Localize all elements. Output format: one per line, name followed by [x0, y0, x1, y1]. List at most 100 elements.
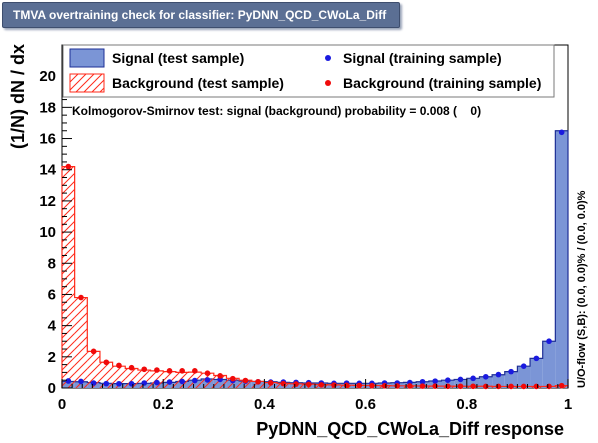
x-tick-label: 1 [564, 396, 572, 413]
y-axis-title: (1/N) dN / dx [8, 44, 28, 149]
background-test-bar [251, 381, 265, 388]
background-test-bar [137, 370, 151, 388]
background-training-point [558, 382, 565, 389]
background-training-point [482, 383, 489, 390]
signal-training-point [520, 363, 527, 369]
background-training-point [255, 378, 261, 385]
x-tick-label: 0 [58, 396, 66, 413]
x-tick-label: 0.6 [355, 396, 376, 413]
legend-background-training-marker [325, 80, 331, 86]
background-training-point [445, 383, 451, 390]
signal-training-point [445, 377, 451, 384]
signal-training-point [495, 371, 502, 378]
legend-signal-training-label: Signal (training sample) [343, 50, 502, 66]
background-training-point [407, 383, 413, 389]
legend-signal-training-marker [325, 55, 331, 61]
legend-box [62, 44, 555, 98]
background-training-point [229, 375, 236, 382]
background-test-bar [239, 380, 252, 388]
signal-training-point [179, 378, 185, 385]
signal-training-point [192, 377, 198, 384]
background-training-point [141, 366, 148, 373]
x-tick-label: 0.2 [153, 396, 174, 413]
legend: Signal (test sample) Signal (training sa… [62, 44, 555, 98]
background-training-point [356, 382, 363, 389]
legend-background-test-swatch [69, 73, 105, 93]
y-tick-label: 18 [39, 99, 56, 116]
y-tick-label: 4 [48, 318, 57, 335]
x-tick-label: 0.4 [254, 396, 276, 413]
signal-test-bar [542, 341, 556, 388]
signal-training-point [533, 355, 540, 362]
background-training-point [457, 383, 464, 390]
background-training-point [318, 382, 325, 388]
signal-training-point [558, 129, 565, 136]
signal-test-bar [504, 371, 518, 388]
background-training-point [179, 368, 185, 374]
signal-training-point [103, 380, 110, 387]
signal-training-point [432, 378, 438, 384]
y-tick-label: 8 [48, 255, 56, 272]
signal-training-point [546, 338, 552, 345]
signal-training-point [419, 378, 426, 385]
signal-training-point [508, 368, 514, 375]
legend-signal-test-swatch [69, 48, 105, 68]
y-tick-label: 6 [48, 286, 56, 303]
canvas-title: TMVA overtraining check for classifier: … [13, 8, 387, 22]
y-tick-label: 2 [48, 349, 56, 366]
y-tick-label: 14 [39, 162, 56, 179]
canvas-title-bar: TMVA overtraining check for classifier: … [2, 2, 400, 28]
background-training-point [369, 382, 375, 389]
background-training-point [154, 367, 160, 373]
signal-test-bar [492, 374, 505, 388]
background-test-bar [112, 366, 126, 388]
background-training-point [242, 377, 249, 384]
y-tick-label: 20 [39, 68, 56, 85]
background-test-bar [150, 370, 164, 388]
background-training-point [432, 383, 438, 389]
y-tick-label: 16 [39, 131, 56, 148]
background-training-point [508, 383, 514, 390]
signal-training-point [141, 380, 148, 386]
plot-frame [61, 44, 569, 389]
background-test-bar [74, 297, 88, 388]
background-training-point [267, 380, 274, 386]
background-test-outline [61, 166, 569, 388]
background-training-point [65, 163, 72, 170]
signal-test-bar [530, 358, 543, 388]
background-training-point [394, 383, 401, 389]
ks-test-annotation: Kolmogorov-Smirnov test: signal (backgro… [72, 104, 481, 118]
legend-background-training-label: Background (training sample) [343, 75, 541, 91]
signal-training-point [116, 380, 122, 387]
signal-test-bar [517, 366, 531, 388]
signal-training-point [204, 377, 211, 383]
background-training-point [546, 383, 552, 390]
background-training-point [331, 382, 337, 388]
background-training-point [533, 383, 540, 390]
signal-test-bar [466, 378, 480, 388]
signal-training-point [470, 375, 476, 382]
background-training-point [90, 348, 97, 355]
signal-training-point [457, 376, 464, 383]
background-training-point [470, 383, 476, 390]
legend-signal-test-label: Signal (test sample) [112, 50, 244, 66]
background-test-bar [87, 351, 100, 388]
x-axis-title: PyDNN_QCD_CWoLa_Diff response [256, 419, 564, 439]
signal-training-point [128, 380, 135, 387]
legend-background-test-label: Background (test sample) [112, 75, 284, 91]
background-training-point [103, 359, 110, 366]
signal-training-point [65, 378, 72, 384]
background-training-point [520, 383, 527, 390]
background-test-bar [62, 166, 75, 388]
background-training-point [293, 381, 299, 387]
signal-training-point [166, 379, 173, 385]
signal-training-point [90, 380, 97, 386]
background-test-bar [99, 362, 113, 388]
signal-test-bar [555, 130, 568, 388]
background-training-point [217, 373, 223, 379]
background-training-point [204, 370, 211, 376]
background-training-point [381, 383, 388, 389]
background-training-point [305, 381, 312, 388]
